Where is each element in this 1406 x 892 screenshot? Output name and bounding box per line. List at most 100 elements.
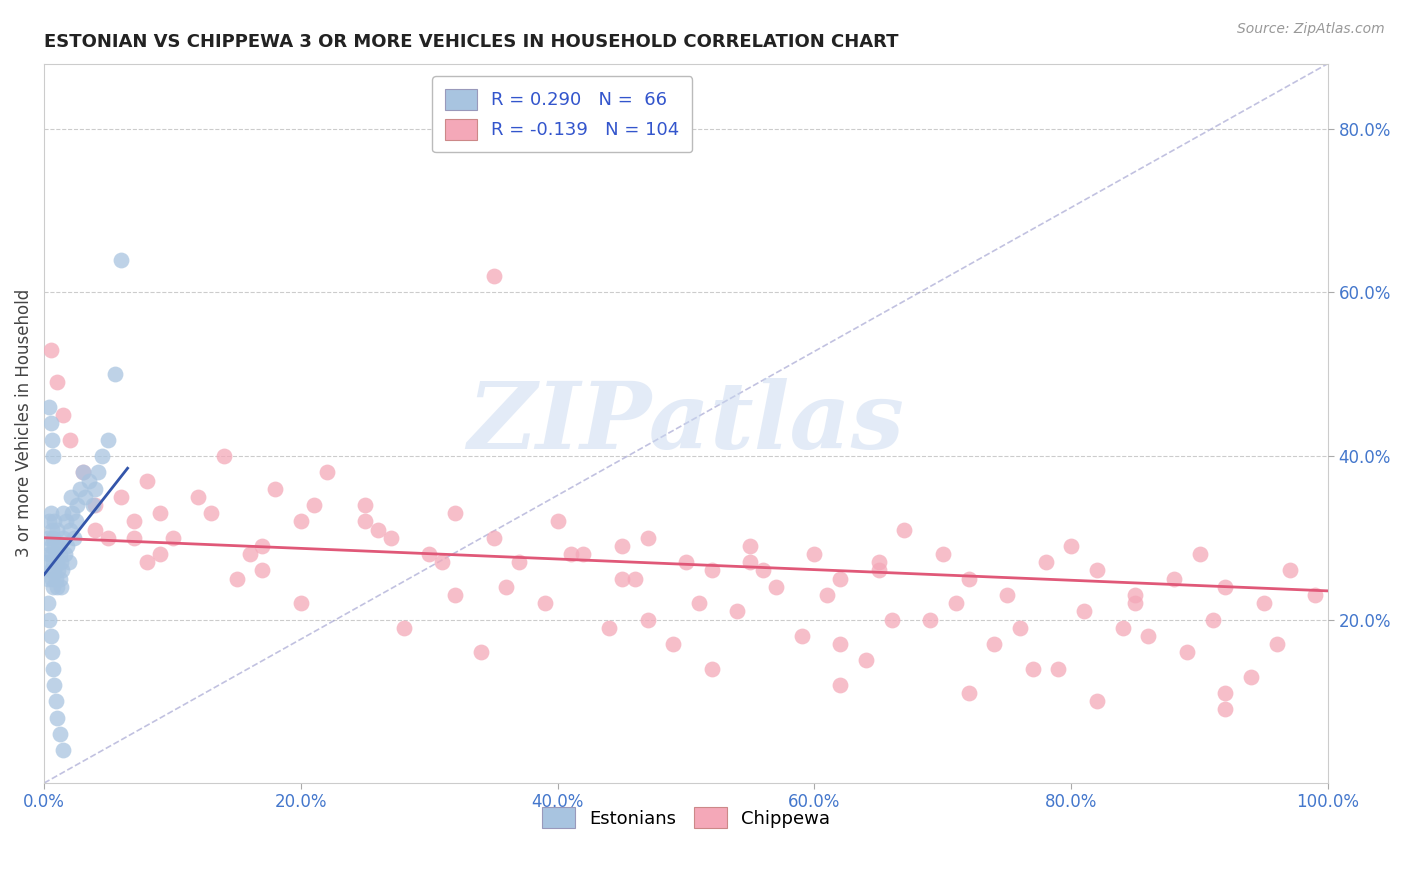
Point (470, 645, 492, 659)
Point (637, 531, 659, 545)
Point (868, 564, 890, 578)
Point (1240, 670, 1263, 684)
Point (560, 547, 582, 561)
Point (60, 490, 83, 504)
Point (995, 588, 1018, 602)
Point (1060, 539, 1083, 553)
Legend: Estonians, Chippewa: Estonians, Chippewa (534, 800, 838, 835)
Point (41, 547, 63, 561)
Point (52, 506, 75, 520)
Point (55, 515, 77, 529)
Point (623, 572, 645, 586)
Point (1035, 555, 1057, 569)
Point (830, 678, 852, 692)
Point (392, 621, 415, 635)
Point (42, 531, 65, 545)
Point (39, 506, 62, 520)
Point (42, 662, 65, 676)
Point (46, 564, 69, 578)
Point (444, 588, 467, 602)
Point (46, 376, 69, 390)
Point (1137, 629, 1160, 643)
Point (38, 515, 60, 529)
Point (700, 564, 723, 578)
Point (495, 580, 517, 594)
Point (1125, 596, 1147, 610)
Point (44, 539, 66, 553)
Point (1215, 580, 1237, 594)
Point (1175, 645, 1198, 659)
Point (418, 547, 440, 561)
Point (740, 539, 762, 553)
Point (48, 572, 70, 586)
Point (252, 564, 274, 578)
Point (62, 531, 84, 545)
Point (675, 555, 697, 569)
Point (264, 482, 287, 496)
Point (252, 539, 274, 553)
Point (700, 662, 723, 676)
Point (727, 604, 749, 618)
Point (534, 596, 557, 610)
Point (56, 539, 79, 553)
Point (39, 629, 62, 643)
Point (444, 506, 467, 520)
Point (110, 252, 132, 267)
Point (49, 580, 72, 594)
Point (855, 653, 877, 667)
Point (1215, 702, 1237, 716)
Point (1085, 694, 1108, 708)
Point (508, 555, 530, 569)
Point (1022, 662, 1045, 676)
Point (200, 506, 222, 520)
Point (69, 482, 91, 496)
Point (72, 466, 94, 480)
Point (1163, 572, 1185, 586)
Point (830, 572, 852, 586)
Point (790, 629, 813, 643)
Point (35, 555, 58, 569)
Point (84, 482, 107, 496)
Point (51, 564, 73, 578)
Point (44, 678, 66, 692)
Point (162, 531, 184, 545)
Point (46, 539, 69, 553)
Point (82, 498, 104, 512)
Point (46, 523, 69, 537)
Point (53, 547, 76, 561)
Text: ESTONIAN VS CHIPPEWA 3 OR MORE VEHICLES IN HOUSEHOLD CORRELATION CHART: ESTONIAN VS CHIPPEWA 3 OR MORE VEHICLES … (44, 33, 898, 51)
Point (46, 555, 69, 569)
Point (740, 555, 762, 569)
Point (957, 572, 980, 586)
Point (46, 711, 69, 725)
Point (1047, 662, 1070, 676)
Point (49, 555, 72, 569)
Point (367, 523, 389, 537)
Point (45, 572, 67, 586)
Point (44, 564, 66, 578)
Point (45, 547, 67, 561)
Point (572, 547, 595, 561)
Point (84, 498, 107, 512)
Point (932, 547, 955, 561)
Point (302, 498, 325, 512)
Point (430, 555, 453, 569)
Point (1125, 588, 1147, 602)
Point (482, 531, 505, 545)
Point (1008, 621, 1031, 635)
Point (1111, 621, 1133, 635)
Point (482, 269, 505, 284)
Point (41, 645, 63, 659)
Point (39, 539, 62, 553)
Point (42, 580, 65, 594)
Point (52, 408, 75, 422)
Point (90, 449, 112, 463)
Point (42, 555, 65, 569)
Point (84, 523, 107, 537)
Point (149, 547, 172, 561)
Y-axis label: 3 or more Vehicles in Household: 3 or more Vehicles in Household (15, 289, 32, 558)
Point (598, 621, 620, 635)
Point (1265, 637, 1288, 651)
Point (104, 368, 127, 382)
Point (290, 515, 312, 529)
